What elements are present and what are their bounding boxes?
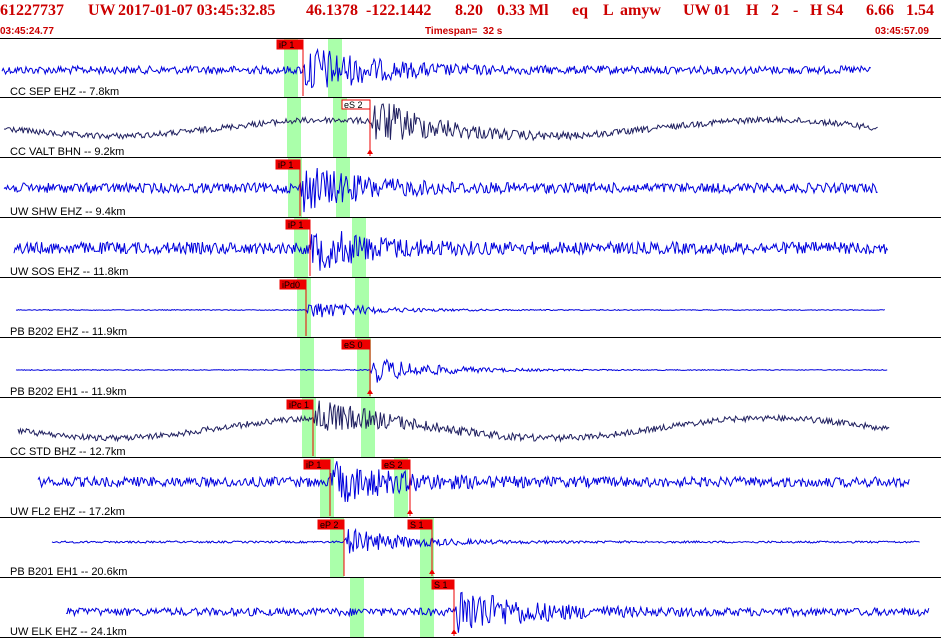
event-count: 2 [771, 2, 779, 19]
station-panel[interactable]: eS 2 CC VALT BHN -- 9.2km [0, 98, 941, 158]
pick-arrow-icon [367, 149, 373, 154]
pick-flag[interactable] [275, 159, 301, 170]
seismic-trace [3, 167, 878, 213]
event-id: 61227737 [0, 2, 64, 19]
seismic-trace [3, 103, 878, 142]
station-panel[interactable]: S 1 UW ELK EHZ -- 24.1km [0, 578, 941, 638]
station-label: CC SEP EHZ -- 7.8km [10, 86, 119, 98]
station-panel[interactable]: iPc 1 CC STD BHZ -- 12.7km [0, 398, 941, 458]
station-label: PB B202 EH1 -- 11.9km [10, 386, 127, 398]
station-label: UW SOS EHZ -- 11.8km [10, 266, 128, 278]
seismic-trace [15, 358, 888, 383]
seismic-trace [17, 400, 890, 443]
event-type: eq [572, 2, 588, 19]
pick-label: eS 2 [344, 100, 363, 110]
seismic-trace [51, 527, 920, 554]
pick-label: eP 2 [320, 520, 338, 530]
seismic-trace [65, 591, 930, 633]
event-header: 61227737 UW 2017-01-07 03:45:32.85 46.13… [0, 0, 941, 38]
pick-flag[interactable] [285, 219, 311, 230]
theoretical-arrival-band [420, 578, 434, 638]
station-panel[interactable]: eS 0 PB B202 EH1 -- 11.9km [0, 338, 941, 398]
event-flag: - [793, 2, 799, 19]
event-network: UW [88, 2, 116, 19]
event-longitude: -122.1442 [366, 2, 432, 19]
pick-flag[interactable] [317, 519, 345, 530]
station-panel[interactable]: iP 1 eS 2 UW FL2 EHZ -- 17.2km [0, 458, 941, 518]
theoretical-arrival-band [350, 578, 364, 638]
pick-label: eS 0 [344, 340, 363, 350]
pick-arrow-icon [429, 569, 435, 574]
event-review: H S4 [810, 2, 844, 19]
pick-label: S 1 [410, 520, 424, 530]
theoretical-arrival-band [328, 38, 342, 98]
event-gtype: L [603, 2, 614, 19]
theoretical-arrival-band [361, 398, 375, 458]
window-end-time: 03:45:57.09 [875, 26, 929, 37]
theoretical-arrival-band [287, 98, 301, 158]
pick-arrow-icon [367, 389, 373, 394]
station-label: UW FL2 EHZ -- 17.2km [10, 506, 125, 518]
pick-flag[interactable] [276, 39, 304, 50]
window-timespan: Timespan= 32 s [425, 26, 503, 37]
station-label: CC STD BHZ -- 12.7km [10, 446, 126, 458]
station-label: CC VALT BHN -- 9.2km [10, 146, 124, 158]
pick-label: eS 2 [384, 460, 403, 470]
event-quality: H [746, 2, 759, 19]
pick-flag[interactable] [431, 579, 455, 590]
theoretical-arrival-band [284, 38, 298, 98]
station-panel[interactable]: iP 1 UW SHW EHZ -- 9.4km [0, 158, 941, 218]
pick-label: iP 1 [288, 220, 303, 230]
theoretical-arrival-band [336, 158, 350, 218]
theoretical-arrival-band [297, 278, 311, 338]
station-label: UW SHW EHZ -- 9.4km [10, 206, 126, 218]
pick-label: iP 1 [279, 40, 294, 50]
seismic-trace [37, 461, 910, 502]
pick-flag[interactable] [341, 339, 371, 350]
station-label: PB B201 EH1 -- 20.6km [10, 566, 127, 578]
pick-flag[interactable] [303, 459, 331, 470]
pick-flag[interactable] [407, 519, 433, 530]
seismic-trace [15, 302, 885, 318]
window-start-time: 03:45:24.77 [0, 26, 54, 37]
pick-label: iPc 1 [289, 400, 309, 410]
theoretical-arrival-band [330, 518, 344, 578]
pick-label: iP 1 [278, 160, 293, 170]
station-label: PB B202 EHZ -- 11.9km [10, 326, 127, 338]
pick-arrow-icon [407, 509, 413, 514]
pick-flag[interactable] [286, 399, 314, 410]
seismic-trace [1, 47, 872, 89]
theoretical-arrival-band [300, 338, 314, 398]
event-latitude: 46.1378 [306, 2, 358, 19]
station-panel[interactable]: iPd0 PB B202 EHZ -- 11.9km [0, 278, 941, 338]
station-panel[interactable]: iP 1 CC SEP EHZ -- 7.8km [0, 38, 941, 98]
event-value-1: 6.66 [866, 2, 894, 19]
station-label: UW ELK EHZ -- 24.1km [10, 626, 127, 638]
seismogram-panels[interactable]: iP 1 CC SEP EHZ -- 7.8km eS 2 CC VALT BHN -… [0, 38, 941, 640]
theoretical-arrival-band [333, 98, 347, 158]
seismic-trace [13, 231, 889, 271]
pick-flag[interactable] [381, 459, 411, 470]
event-magnitude: 0.33 Ml [497, 2, 549, 19]
station-panel[interactable]: eP 2 S 1 PB B201 EH1 -- 20.6km [0, 518, 941, 578]
pick-flag[interactable] [341, 99, 371, 110]
event-author: amyw [620, 2, 661, 19]
event-source: UW 01 [683, 2, 731, 19]
pick-label: iP 1 [306, 460, 321, 470]
theoretical-arrival-band [420, 518, 434, 578]
theoretical-arrival-band [288, 158, 302, 218]
station-panel[interactable]: iP 1 UW SOS EHZ -- 11.8km [0, 218, 941, 278]
pick-flag[interactable] [279, 279, 307, 290]
pick-label: iPd0 [282, 280, 300, 290]
theoretical-arrival-band [394, 458, 408, 518]
theoretical-arrival-band [357, 338, 371, 398]
event-value-2: 1.54 [906, 2, 934, 19]
event-datetime: 2017-01-07 03:45:32.85 [118, 2, 276, 19]
event-depth: 8.20 [455, 2, 483, 19]
pick-arrow-icon [451, 629, 457, 634]
pick-label: S 1 [434, 580, 448, 590]
